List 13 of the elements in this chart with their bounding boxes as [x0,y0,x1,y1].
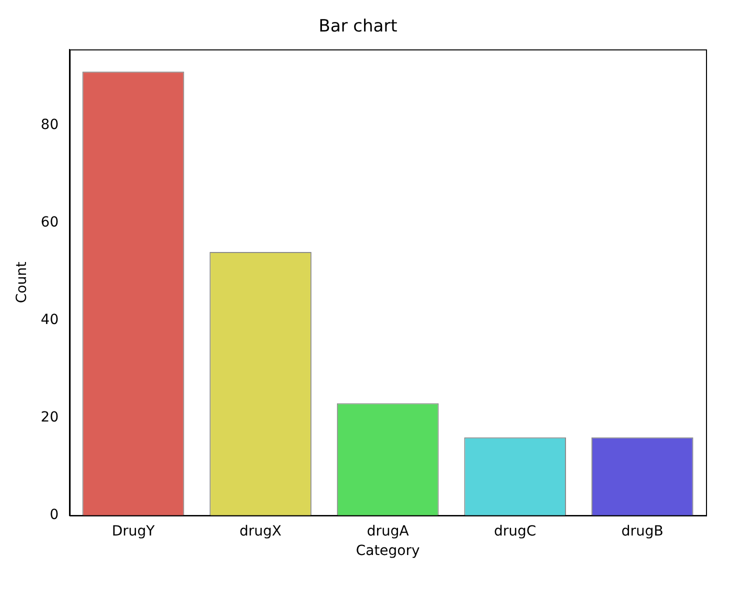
y-tick-label: 0 [50,507,59,524]
y-tick-label: 40 [40,312,59,328]
y-tick-label: 60 [40,214,59,230]
chart-title: Bar chart [318,16,398,37]
x-tick-label: drugC [494,523,536,540]
x-tick-label: DrugY [112,523,156,540]
x-axis-title: Category [356,543,420,560]
x-tick-label: drugX [240,523,282,540]
x-tick-label: drugA [366,523,410,540]
y-tick-label: 20 [40,410,59,426]
y-tick-label: 80 [40,116,59,133]
y-axis-title: Count [14,261,30,304]
x-tick-label: drugB [621,523,664,540]
